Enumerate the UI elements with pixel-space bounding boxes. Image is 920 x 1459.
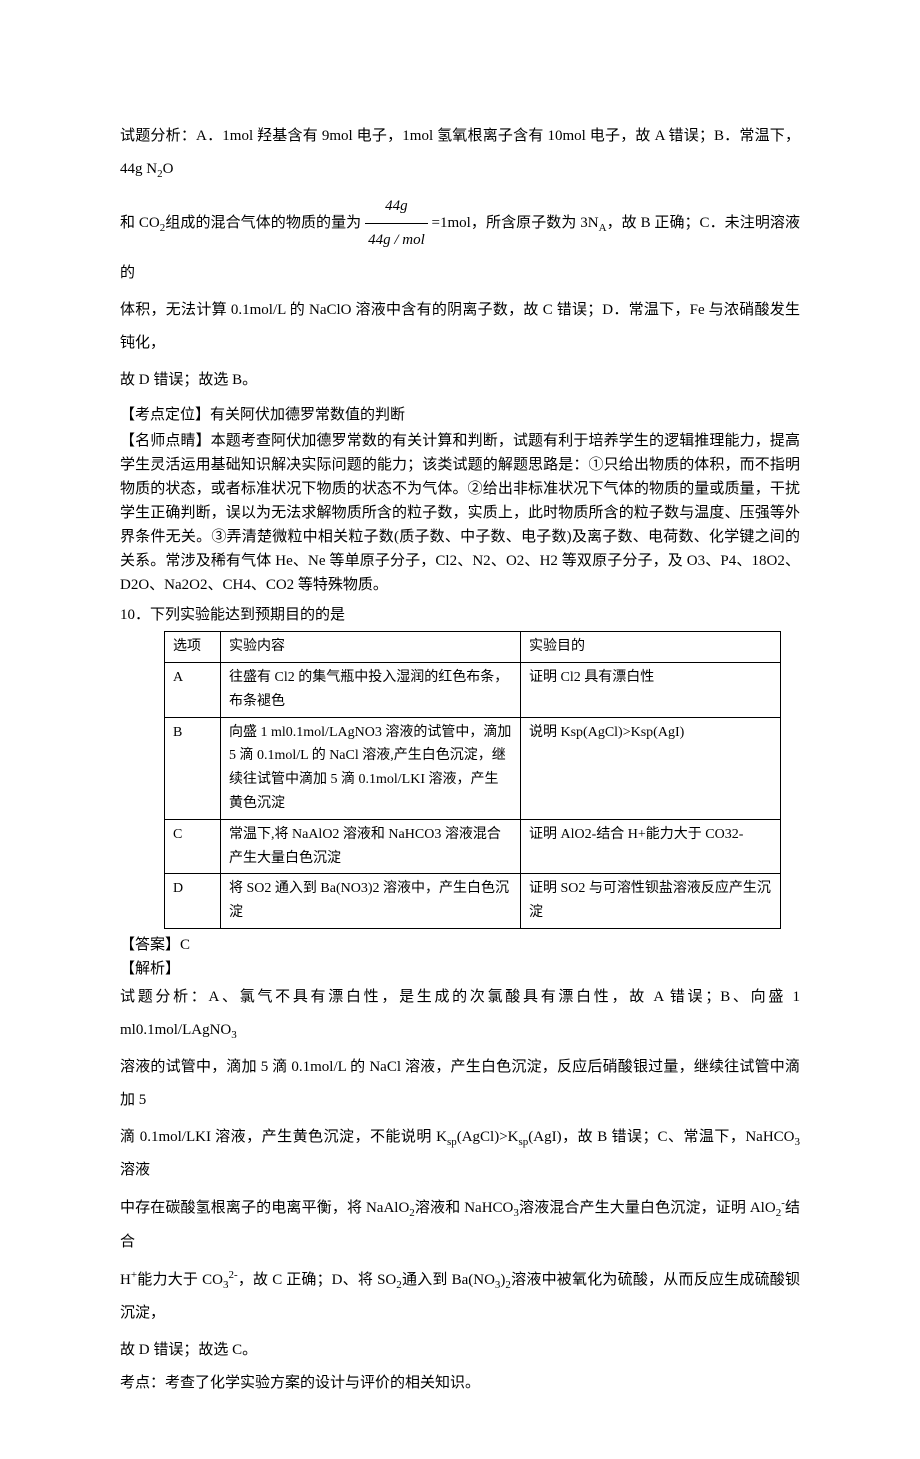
cell-purpose: 说明 Ksp(AgCl)>Ksp(AgI) bbox=[521, 717, 781, 819]
cell-content: 往盛有 Cl2 的集气瓶中投入湿润的红色布条，布条褪色 bbox=[221, 662, 521, 717]
analysis2-line1: 试题分析：A、氯气不具有漂白性，是生成的次氯酸具有漂白性，故 A 错误；B、向盛… bbox=[120, 981, 800, 1047]
analysis1-line2: 和 CO2组成的混合气体的物质的量为 44g44g / mol =1mol，所含… bbox=[120, 190, 800, 290]
analysis1-line3: 体积，无法计算 0.1mol/L 的 NaClO 溶液中含有的阴离子数，故 C … bbox=[120, 294, 800, 360]
analysis1-line4: 故 D 错误；故选 B。 bbox=[120, 364, 800, 397]
text: H bbox=[120, 1272, 131, 1288]
text: 试题分析：A、氯气不具有漂白性，是生成的次氯酸具有漂白性，故 A 错误；B、向盛… bbox=[120, 989, 800, 1038]
kaodian-label: 【考点定位】有关阿伏加德罗常数值的判断 bbox=[120, 403, 800, 427]
cell-content: 将 SO2 通入到 Ba(NO3)2 溶液中，产生白色沉淀 bbox=[221, 874, 521, 929]
analysis1-line1: 试题分析：A．1mol 羟基含有 9mol 电子，1mol 氢氧根离子含有 10… bbox=[120, 120, 800, 186]
jiexi-label: 【解析】 bbox=[120, 957, 800, 981]
table-row: D 将 SO2 通入到 Ba(NO3)2 溶液中，产生白色沉淀 证明 SO2 与… bbox=[165, 874, 781, 929]
mingshi-paragraph: 【名师点睛】本题考查阿伏加德罗常数的有关计算和判断，试题有利于培养学生的逻辑推理… bbox=[120, 429, 800, 597]
subscript: 3 bbox=[795, 1136, 801, 1148]
text: 能力大于 CO bbox=[137, 1272, 223, 1288]
text: O bbox=[163, 161, 174, 177]
cell-opt: B bbox=[165, 717, 221, 819]
cell-content: 常温下,将 NaAlO2 溶液和 NaHCO3 溶液混合产生大量白色沉淀 bbox=[221, 819, 521, 874]
cell-purpose: 证明 SO2 与可溶性钡盐溶液反应产生沉淀 bbox=[521, 874, 781, 929]
kaodian2: 考点：考查了化学实验方案的设计与评价的相关知识。 bbox=[120, 1371, 800, 1395]
text: 组成的混合气体的物质的量为 bbox=[165, 215, 365, 231]
text: (AgI)，故 B 错误；C、常温下，NaHCO bbox=[528, 1129, 794, 1145]
table-row: A 往盛有 Cl2 的集气瓶中投入湿润的红色布条，布条褪色 证明 Cl2 具有漂… bbox=[165, 662, 781, 717]
text: 溶液和 NaHCO bbox=[415, 1200, 514, 1216]
analysis2-line6: 故 D 错误；故选 C。 bbox=[120, 1334, 800, 1367]
cell-purpose: 证明 Cl2 具有漂白性 bbox=[521, 662, 781, 717]
text: 溶液混合产生大量白色沉淀，证明 AlO bbox=[519, 1200, 776, 1216]
text: 溶液 bbox=[120, 1162, 150, 1178]
text: =1mol，所含原子数为 3N bbox=[428, 215, 599, 231]
analysis2-line2: 溶液的试管中，滴加 5 滴 0.1mol/L 的 NaCl 溶液，产生白色沉淀，… bbox=[120, 1051, 800, 1117]
text: 试题分析：A．1mol 羟基含有 9mol 电子，1mol 氢氧根离子含有 10… bbox=[120, 128, 800, 177]
q10-stem: 10．下列实验能达到预期目的的是 bbox=[120, 603, 800, 627]
subscript: sp bbox=[447, 1136, 457, 1148]
subscript: sp bbox=[519, 1136, 529, 1148]
superscript: 2- bbox=[228, 1269, 237, 1281]
table-header-row: 选项 实验内容 实验目的 bbox=[165, 632, 781, 663]
text: 滴 0.1mol/LKI 溶液，产生黄色沉淀，不能说明 K bbox=[120, 1129, 447, 1145]
text: ，故 C 正确；D、将 SO bbox=[238, 1272, 397, 1288]
analysis2-line3: 滴 0.1mol/LKI 溶液，产生黄色沉淀，不能说明 Ksp(AgCl)>Ks… bbox=[120, 1121, 800, 1187]
analysis2-line5: H+能力大于 CO32-，故 C 正确；D、将 SO2通入到 Ba(NO3)2溶… bbox=[120, 1263, 800, 1330]
subscript: 3 bbox=[231, 1029, 237, 1041]
cell-opt: A bbox=[165, 662, 221, 717]
answer-line: 【答案】C bbox=[120, 933, 800, 957]
cell-opt: C bbox=[165, 819, 221, 874]
header-opt: 选项 bbox=[165, 632, 221, 663]
text: 通入到 Ba(NO bbox=[402, 1272, 495, 1288]
cell-purpose: 证明 AlO2-结合 H+能力大于 CO32- bbox=[521, 819, 781, 874]
denominator: 44g / mol bbox=[365, 224, 428, 257]
header-purpose: 实验目的 bbox=[521, 632, 781, 663]
text: 和 CO bbox=[120, 215, 160, 231]
cell-opt: D bbox=[165, 874, 221, 929]
header-content: 实验内容 bbox=[221, 632, 521, 663]
text: (AgCl)>K bbox=[457, 1129, 519, 1145]
subscript: A bbox=[599, 222, 607, 234]
cell-content: 向盛 1 ml0.1mol/LAgNO3 溶液的试管中，滴加 5 滴 0.1mo… bbox=[221, 717, 521, 819]
fraction: 44g44g / mol bbox=[365, 190, 428, 257]
table-row: B 向盛 1 ml0.1mol/LAgNO3 溶液的试管中，滴加 5 滴 0.1… bbox=[165, 717, 781, 819]
q10-table: 选项 实验内容 实验目的 A 往盛有 Cl2 的集气瓶中投入湿润的红色布条，布条… bbox=[164, 631, 781, 929]
table-row: C 常温下,将 NaAlO2 溶液和 NaHCO3 溶液混合产生大量白色沉淀 证… bbox=[165, 819, 781, 874]
numerator: 44g bbox=[365, 190, 428, 224]
analysis2-line4: 中存在碳酸氢根离子的电离平衡，将 NaAlO2溶液和 NaHCO3溶液混合产生大… bbox=[120, 1191, 800, 1258]
text: 中存在碳酸氢根离子的电离平衡，将 NaAlO bbox=[120, 1200, 409, 1216]
